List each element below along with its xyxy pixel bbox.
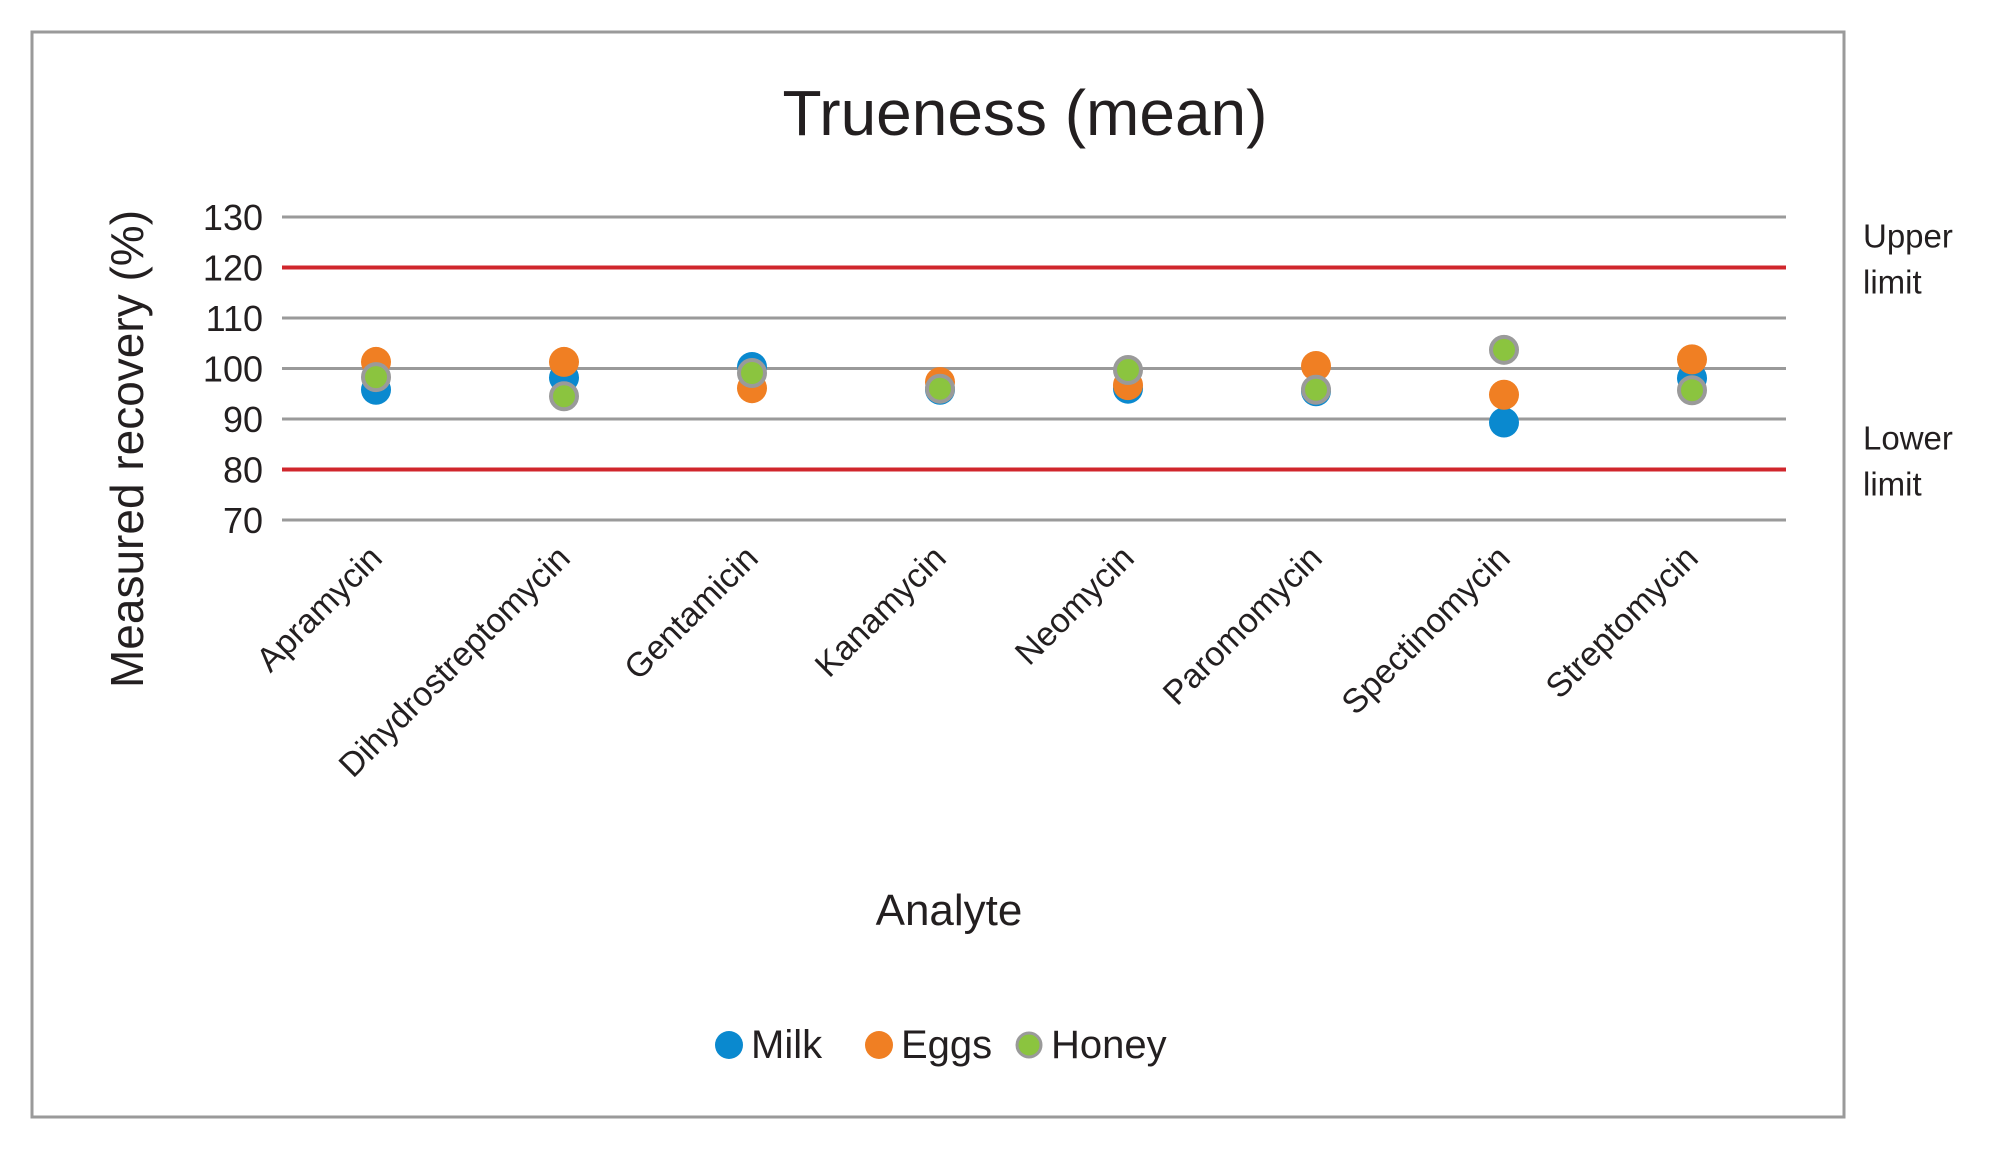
- data-point-honey: [361, 362, 391, 393]
- legend-label: Eggs: [901, 1023, 992, 1067]
- y-tick-label: 100: [203, 349, 263, 390]
- y-tick-label: 120: [203, 248, 263, 289]
- legend-marker-honey: [1015, 1031, 1043, 1059]
- data-point-milk: [1489, 407, 1519, 438]
- data-point-honey: [549, 381, 579, 412]
- reference-line-label: limit: [1863, 264, 1922, 301]
- x-axis-label: Analyte: [876, 886, 1023, 935]
- data-point-eggs: [1489, 379, 1519, 410]
- data-point-honey: [1677, 375, 1707, 406]
- legend: Milk Eggs Honey: [715, 1023, 1167, 1067]
- y-tick-label: 90: [223, 399, 263, 440]
- legend-marker-eggs: [865, 1031, 893, 1059]
- data-point-honey: [1301, 374, 1331, 405]
- data-point-honey: [1113, 355, 1143, 386]
- data-point-honey: [1489, 334, 1519, 365]
- legend-marker-milk: [715, 1031, 743, 1059]
- chart-border: [30, 30, 1846, 1119]
- reference-line-label: Lower: [1863, 420, 1953, 457]
- y-tick-label: 80: [223, 450, 263, 491]
- y-tick-label: 110: [206, 298, 263, 339]
- y-axis-label: Measured recovery (%): [101, 210, 153, 688]
- data-point-honey: [925, 373, 955, 404]
- legend-label: Honey: [1051, 1023, 1167, 1067]
- y-tick-label: 130: [203, 197, 263, 238]
- data-point-honey: [737, 358, 767, 389]
- chart-title: Trueness (mean): [783, 77, 1268, 149]
- y-tick-label: 70: [223, 500, 263, 541]
- data-point-eggs: [1301, 350, 1331, 381]
- reference-line-label: limit: [1863, 466, 1922, 503]
- data-point-eggs: [549, 346, 579, 377]
- data-point-eggs: [1677, 344, 1707, 375]
- legend-label: Milk: [751, 1023, 823, 1067]
- reference-line-label: Upper: [1863, 218, 1953, 255]
